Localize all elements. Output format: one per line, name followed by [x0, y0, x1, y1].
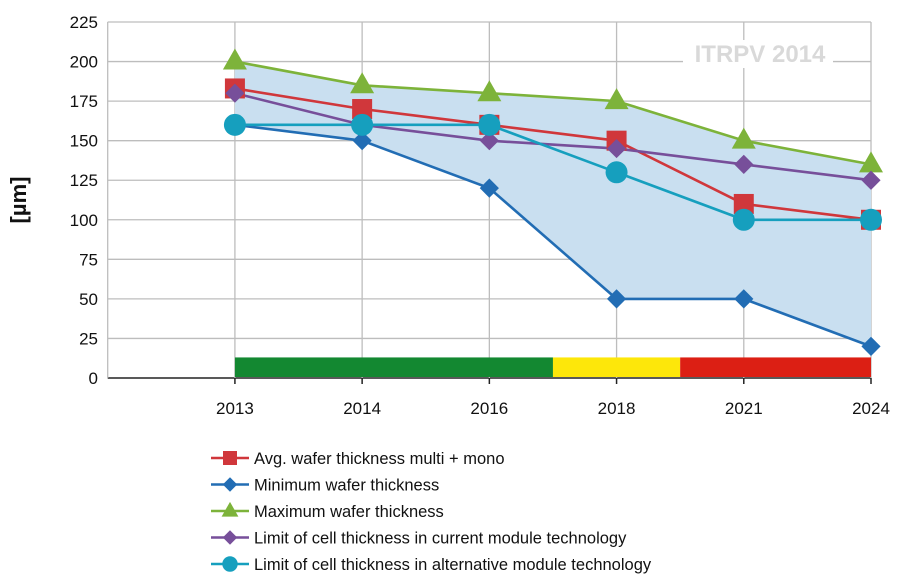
- legend-label: Limit of cell thickness in alternative m…: [254, 556, 652, 574]
- y-axis-label: [µm]: [6, 177, 31, 224]
- triangle-marker: [350, 72, 375, 94]
- triangle-marker: [731, 127, 756, 149]
- y-tick-label: 25: [79, 329, 98, 348]
- series-line: [234, 123, 871, 222]
- y-tick-label: 50: [79, 290, 98, 309]
- triangle-marker: [604, 88, 629, 110]
- square-marker: [223, 451, 237, 465]
- x-tick-label: 2014: [343, 399, 381, 418]
- square-marker: [733, 193, 754, 214]
- triangle-marker: [221, 501, 239, 517]
- circle-marker: [223, 113, 246, 136]
- legend-item: Minimum wafer thickness: [211, 477, 439, 495]
- status-bar-segment: [552, 357, 681, 377]
- diamond-marker: [861, 336, 881, 356]
- legend-item: Limit of cell thickness in alternative m…: [211, 556, 652, 574]
- series-line: [234, 60, 872, 166]
- legend-label: Limit of cell thickness in current modul…: [254, 530, 627, 548]
- circle-marker: [351, 113, 374, 136]
- triangle-marker: [477, 80, 502, 102]
- diamond-marker: [861, 170, 881, 190]
- legend-label: Maximum wafer thickness: [254, 503, 444, 521]
- diamond-marker: [734, 289, 754, 309]
- diamond-marker: [222, 530, 238, 545]
- y-tick-label: 175: [70, 92, 98, 111]
- status-bar-segment: [234, 357, 553, 377]
- legend-label: Avg. wafer thickness multi + mono: [254, 450, 505, 468]
- diamond-marker: [479, 131, 499, 151]
- legend-label: Minimum wafer thickness: [254, 477, 439, 495]
- shaded-range: [234, 61, 871, 347]
- diamond-marker: [352, 131, 372, 151]
- circle-marker: [732, 208, 755, 231]
- series-line: [234, 87, 872, 222]
- y-tick-label: 125: [70, 171, 98, 190]
- triangle-marker: [859, 151, 883, 173]
- square-marker: [352, 99, 373, 120]
- legend-item: Avg. wafer thickness multi + mono: [211, 450, 505, 468]
- diamond-marker: [606, 289, 627, 309]
- x-tick-label: 2016: [470, 399, 508, 418]
- diamond-marker: [606, 138, 627, 159]
- circle-marker: [222, 556, 238, 572]
- y-tick-label: 100: [70, 211, 98, 230]
- y-tick-label: 0: [89, 369, 98, 388]
- watermark: ITRPV 2014: [695, 41, 826, 68]
- diamond-marker: [225, 83, 245, 103]
- x-tick-label: 2024: [852, 399, 890, 418]
- y-tick-label: 150: [70, 132, 98, 151]
- y-tick-label: 75: [79, 250, 98, 269]
- legend-item: Maximum wafer thickness: [211, 501, 444, 521]
- diamond-marker: [734, 154, 754, 174]
- y-tick-label: 200: [70, 53, 98, 72]
- x-tick-label: 2018: [598, 399, 636, 418]
- triangle-marker: [222, 48, 247, 70]
- diamond-marker: [222, 477, 238, 492]
- legend-item: Limit of cell thickness in current modul…: [211, 530, 627, 548]
- circle-marker: [605, 161, 628, 184]
- watermark-bg: [683, 40, 833, 68]
- status-bar-segment: [680, 357, 871, 377]
- x-tick-label: 2013: [216, 399, 254, 418]
- diamond-marker: [479, 178, 499, 198]
- y-tick-label: 225: [70, 13, 98, 32]
- x-tick-label: 2021: [725, 399, 763, 418]
- series-line: [234, 91, 872, 182]
- circle-marker: [478, 113, 501, 136]
- series-line: [234, 123, 872, 348]
- circle-marker: [860, 208, 882, 231]
